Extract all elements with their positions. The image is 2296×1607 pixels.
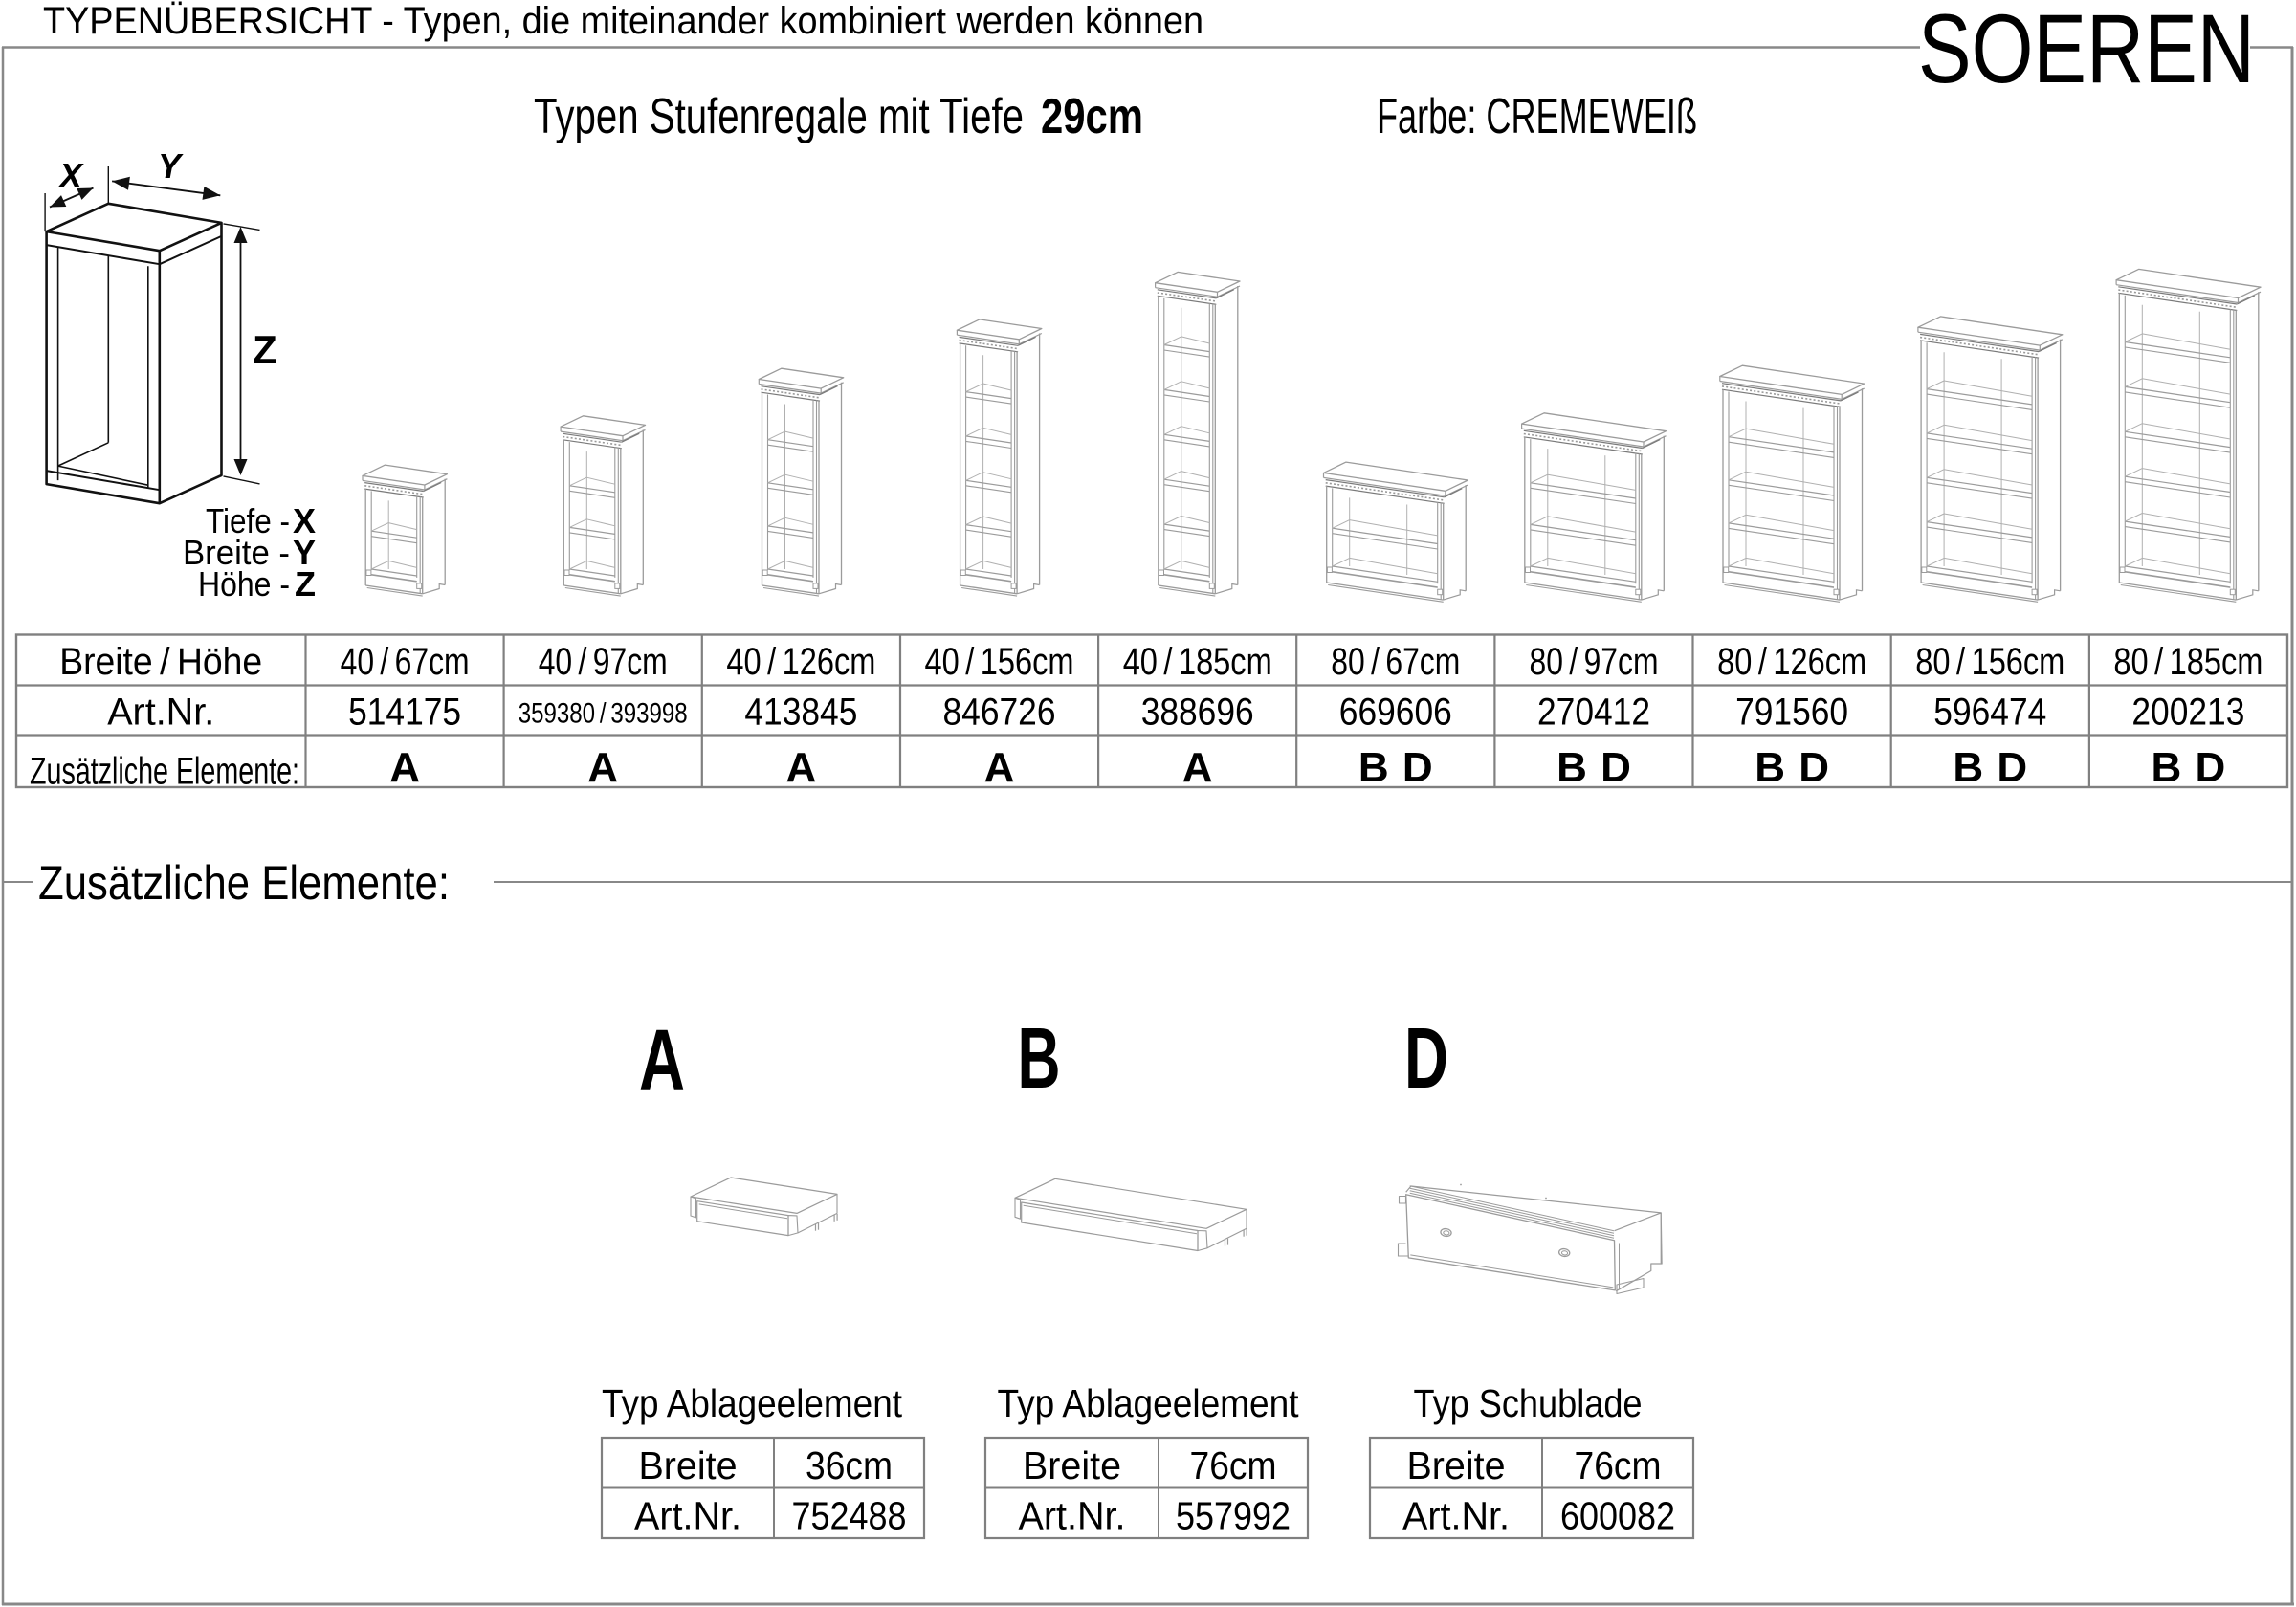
svg-text:40 / 97cm: 40 / 97cm: [539, 641, 668, 683]
svg-text:40 / 67cm: 40 / 67cm: [341, 641, 470, 683]
svg-text:A: A: [587, 744, 618, 791]
svg-text:Z: Z: [253, 327, 277, 372]
svg-text:B: B: [1755, 744, 1785, 791]
svg-text:B: B: [1358, 744, 1389, 791]
svg-text:Typen Stufenregale mit Tiefe: Typen Stufenregale mit Tiefe: [534, 89, 1024, 144]
svg-text:B: B: [2152, 744, 2182, 791]
svg-text:B: B: [1556, 744, 1587, 791]
svg-text:359380 / 393998: 359380 / 393998: [519, 698, 688, 730]
svg-text:D: D: [1402, 744, 1433, 791]
svg-text:SOEREN: SOEREN: [1918, 0, 2255, 103]
svg-text:752488: 752488: [792, 1494, 907, 1538]
svg-text:D: D: [1799, 744, 1829, 791]
svg-text:Breite: Breite: [1407, 1443, 1506, 1487]
svg-text:D: D: [1601, 744, 1631, 791]
svg-text:A: A: [1182, 744, 1213, 791]
svg-text:X: X: [57, 156, 84, 195]
svg-text:Art.Nr.: Art.Nr.: [634, 1494, 741, 1538]
svg-text:596474: 596474: [1933, 692, 2046, 734]
svg-text:Zusätzliche Elemente:: Zusätzliche Elemente:: [30, 751, 299, 793]
svg-text:Y: Y: [293, 533, 316, 572]
svg-text:Z: Z: [295, 564, 316, 604]
svg-text:Zusätzliche Elemente:: Zusätzliche Elemente:: [38, 856, 450, 910]
svg-text:Tiefe -: Tiefe -: [206, 501, 290, 540]
svg-text:80 / 126cm: 80 / 126cm: [1717, 641, 1866, 683]
svg-text:A: A: [786, 744, 817, 791]
svg-text:669606: 669606: [1339, 692, 1452, 734]
svg-text:76cm: 76cm: [1575, 1443, 1662, 1487]
svg-text:Art.Nr.: Art.Nr.: [1019, 1494, 1126, 1538]
svg-text:29cm: 29cm: [1041, 89, 1143, 144]
svg-text:413845: 413845: [744, 692, 857, 734]
svg-text:80 / 67cm: 80 / 67cm: [1331, 641, 1460, 683]
svg-text:Breite: Breite: [639, 1443, 738, 1487]
svg-text:Typ Ablageelement: Typ Ablageelement: [602, 1381, 903, 1425]
svg-text:270412: 270412: [1537, 692, 1650, 734]
svg-text:40 / 156cm: 40 / 156cm: [925, 641, 1074, 683]
svg-text:Breite / Höhe: Breite / Höhe: [59, 641, 262, 683]
svg-text:76cm: 76cm: [1190, 1443, 1277, 1487]
svg-text:40 / 126cm: 40 / 126cm: [726, 641, 875, 683]
svg-text:B: B: [1018, 1011, 1061, 1107]
svg-text:36cm: 36cm: [806, 1443, 893, 1487]
svg-text:A: A: [984, 744, 1015, 791]
svg-text:600082: 600082: [1560, 1494, 1675, 1538]
svg-text:Typ Ablageelement: Typ Ablageelement: [998, 1381, 1300, 1425]
svg-text:Farbe: CREMEWEIß: Farbe: CREMEWEIß: [1377, 89, 1697, 144]
svg-text:Art.Nr.: Art.Nr.: [1402, 1494, 1510, 1538]
svg-text:A: A: [639, 1013, 685, 1109]
svg-text:A: A: [389, 744, 420, 791]
svg-text:80 / 185cm: 80 / 185cm: [2113, 641, 2263, 683]
svg-text:D: D: [2196, 744, 2226, 791]
svg-text:Breite -: Breite -: [183, 533, 290, 572]
svg-text:80 / 97cm: 80 / 97cm: [1530, 641, 1659, 683]
svg-text:200213: 200213: [2131, 692, 2244, 734]
svg-text:TYPENÜBERSICHT - Typen, die mi: TYPENÜBERSICHT - Typen, die miteinander …: [43, 0, 1203, 42]
svg-text:846726: 846726: [943, 692, 1056, 734]
svg-text:Höhe -: Höhe -: [198, 564, 290, 604]
svg-text:514175: 514175: [348, 692, 461, 734]
svg-text:791560: 791560: [1735, 692, 1848, 734]
svg-text:Breite: Breite: [1023, 1443, 1121, 1487]
svg-text:Y: Y: [158, 146, 184, 186]
svg-text:B: B: [1953, 744, 1983, 791]
svg-text:Typ Schublade: Typ Schublade: [1414, 1381, 1643, 1425]
svg-text:40 / 185cm: 40 / 185cm: [1123, 641, 1272, 683]
svg-text:557992: 557992: [1176, 1494, 1291, 1538]
svg-text:80 / 156cm: 80 / 156cm: [1915, 641, 2064, 683]
svg-text:D: D: [1404, 1011, 1448, 1107]
svg-text:388696: 388696: [1141, 692, 1254, 734]
svg-text:D: D: [1997, 744, 2027, 791]
svg-text:X: X: [293, 501, 316, 540]
svg-text:Art.Nr.: Art.Nr.: [107, 692, 214, 734]
